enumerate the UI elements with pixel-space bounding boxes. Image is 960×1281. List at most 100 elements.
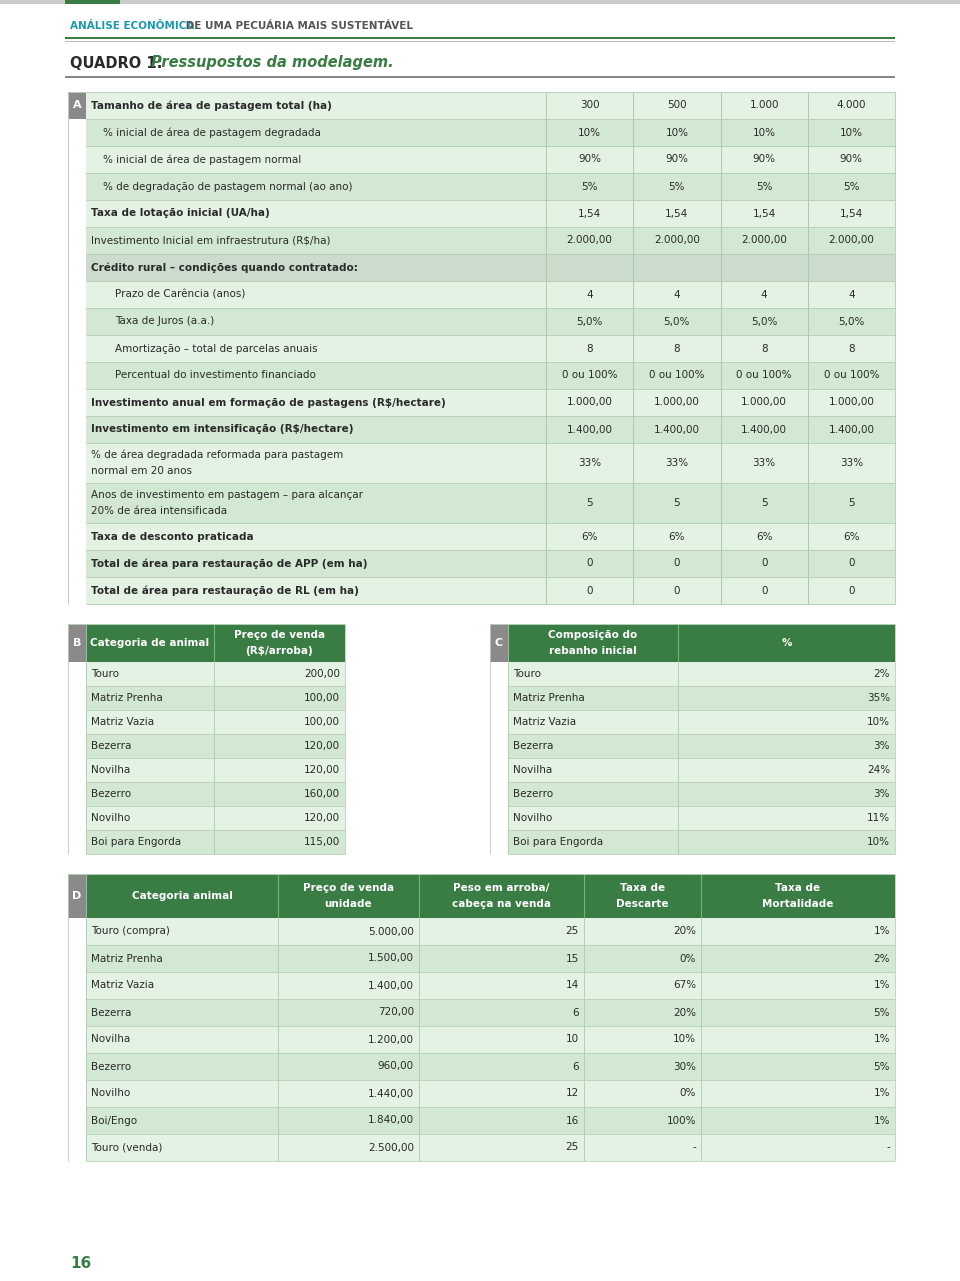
Bar	[86, 443, 895, 483]
Bar	[86, 945, 895, 972]
Text: 0: 0	[674, 559, 680, 569]
Text: 8: 8	[587, 343, 593, 354]
Text: 10%: 10%	[578, 128, 601, 137]
Text: Touro (venda): Touro (venda)	[91, 1143, 162, 1153]
Text: QUADRO 1:: QUADRO 1:	[70, 55, 162, 70]
Text: Pressupostos da modelagem.: Pressupostos da modelagem.	[146, 55, 394, 70]
Text: % inicial de área de pastagem normal: % inicial de área de pastagem normal	[103, 154, 301, 165]
Text: 1,54: 1,54	[753, 209, 776, 219]
Text: 10: 10	[565, 1035, 579, 1044]
Bar	[490, 624, 508, 662]
Text: 20%: 20%	[673, 926, 696, 936]
Text: 33%: 33%	[665, 459, 688, 468]
Text: Categoria de animal: Categoria de animal	[90, 638, 209, 648]
Text: 500: 500	[667, 100, 686, 110]
Text: (R$/arroba): (R$/arroba)	[246, 646, 313, 656]
Text: 33%: 33%	[753, 459, 776, 468]
Text: Matriz Vazia: Matriz Vazia	[513, 717, 576, 728]
Text: Matriz Prenha: Matriz Prenha	[513, 693, 585, 703]
Bar	[86, 254, 895, 281]
Text: Tamanho de área de pastagem total (ha): Tamanho de área de pastagem total (ha)	[91, 100, 332, 110]
Text: Bezerra: Bezerra	[513, 740, 553, 751]
Text: normal em 20 anos: normal em 20 anos	[91, 466, 192, 477]
Text: Preço de venda: Preço de venda	[303, 883, 394, 893]
Bar	[86, 1026, 895, 1053]
Text: Matriz Prenha: Matriz Prenha	[91, 953, 163, 963]
Text: Bezerra: Bezerra	[91, 1007, 132, 1017]
Bar	[508, 687, 895, 710]
Text: 90%: 90%	[753, 155, 776, 164]
Text: 5: 5	[674, 498, 681, 509]
Text: 5%: 5%	[874, 1062, 890, 1071]
Text: % de degradação de pastagem normal (ao ano): % de degradação de pastagem normal (ao a…	[103, 182, 352, 191]
Text: 4: 4	[761, 290, 767, 300]
Text: 1.500,00: 1.500,00	[368, 953, 414, 963]
Text: 1%: 1%	[874, 1116, 890, 1126]
Bar	[86, 918, 895, 945]
Bar	[0, 0, 960, 4]
Text: % de área degradada reformada para pastagem: % de área degradada reformada para pasta…	[91, 450, 344, 460]
Text: 4: 4	[674, 290, 681, 300]
Bar	[86, 972, 895, 999]
Text: 0: 0	[761, 559, 767, 569]
Bar	[508, 781, 895, 806]
Bar	[508, 710, 895, 734]
Text: Matriz Vazia: Matriz Vazia	[91, 980, 155, 990]
Text: 8: 8	[848, 343, 854, 354]
Text: 100,00: 100,00	[304, 717, 340, 728]
Text: 6: 6	[572, 1007, 579, 1017]
Text: 25: 25	[565, 1143, 579, 1153]
Text: 24%: 24%	[867, 765, 890, 775]
Text: 11%: 11%	[867, 813, 890, 822]
Text: 35%: 35%	[867, 693, 890, 703]
Bar	[508, 662, 895, 687]
Text: A: A	[73, 100, 82, 110]
Bar	[86, 119, 895, 146]
Text: Touro (compra): Touro (compra)	[91, 926, 170, 936]
Text: 5%: 5%	[843, 182, 859, 191]
Text: Amortização – total de parcelas anuais: Amortização – total de parcelas anuais	[115, 343, 318, 354]
Text: 6%: 6%	[756, 532, 773, 542]
Text: 10%: 10%	[840, 128, 863, 137]
Text: Novilho: Novilho	[91, 813, 131, 822]
Text: 4.000: 4.000	[836, 100, 866, 110]
Text: 960,00: 960,00	[378, 1062, 414, 1071]
Text: 2%: 2%	[874, 669, 890, 679]
Text: Percentual do investimento financiado: Percentual do investimento financiado	[115, 370, 316, 380]
Text: 1.440,00: 1.440,00	[368, 1089, 414, 1099]
Bar	[86, 999, 895, 1026]
Text: 1.400,00: 1.400,00	[368, 980, 414, 990]
Text: 100,00: 100,00	[304, 693, 340, 703]
Bar	[86, 662, 345, 687]
Text: Touro: Touro	[513, 669, 541, 679]
Text: 5,0%: 5,0%	[751, 316, 778, 327]
Text: 1.400,00: 1.400,00	[566, 424, 612, 434]
Text: 0 ou 100%: 0 ou 100%	[736, 370, 792, 380]
Text: 5%: 5%	[582, 182, 598, 191]
Text: 5%: 5%	[756, 182, 773, 191]
Bar	[86, 550, 895, 576]
Text: -: -	[886, 1143, 890, 1153]
Text: 0: 0	[587, 585, 593, 596]
Text: ANÁLISE ECONÔMICA: ANÁLISE ECONÔMICA	[70, 20, 194, 31]
Text: Crédito rural – condições quando contratado:: Crédito rural – condições quando contrat…	[91, 263, 358, 273]
Text: Total de área para restauração de APP (em ha): Total de área para restauração de APP (e…	[91, 559, 368, 569]
Text: Anos de investimento em pastagem – para alcançar: Anos de investimento em pastagem – para …	[91, 491, 363, 500]
Text: Novilha: Novilha	[91, 1035, 131, 1044]
Text: 33%: 33%	[578, 459, 601, 468]
Text: 8: 8	[761, 343, 767, 354]
Text: 1%: 1%	[874, 980, 890, 990]
Text: cabeça na venda: cabeça na venda	[452, 899, 551, 910]
Text: 0%: 0%	[680, 953, 696, 963]
Text: 1.400,00: 1.400,00	[828, 424, 875, 434]
Text: 300: 300	[580, 100, 599, 110]
Bar	[86, 227, 895, 254]
Bar	[508, 830, 895, 854]
Text: unidade: unidade	[324, 899, 372, 910]
Text: 1,54: 1,54	[578, 209, 601, 219]
Text: 5%: 5%	[668, 182, 685, 191]
Text: 10%: 10%	[753, 128, 776, 137]
Text: 0 ou 100%: 0 ou 100%	[649, 370, 705, 380]
Text: Touro: Touro	[91, 669, 119, 679]
Bar	[86, 92, 895, 119]
